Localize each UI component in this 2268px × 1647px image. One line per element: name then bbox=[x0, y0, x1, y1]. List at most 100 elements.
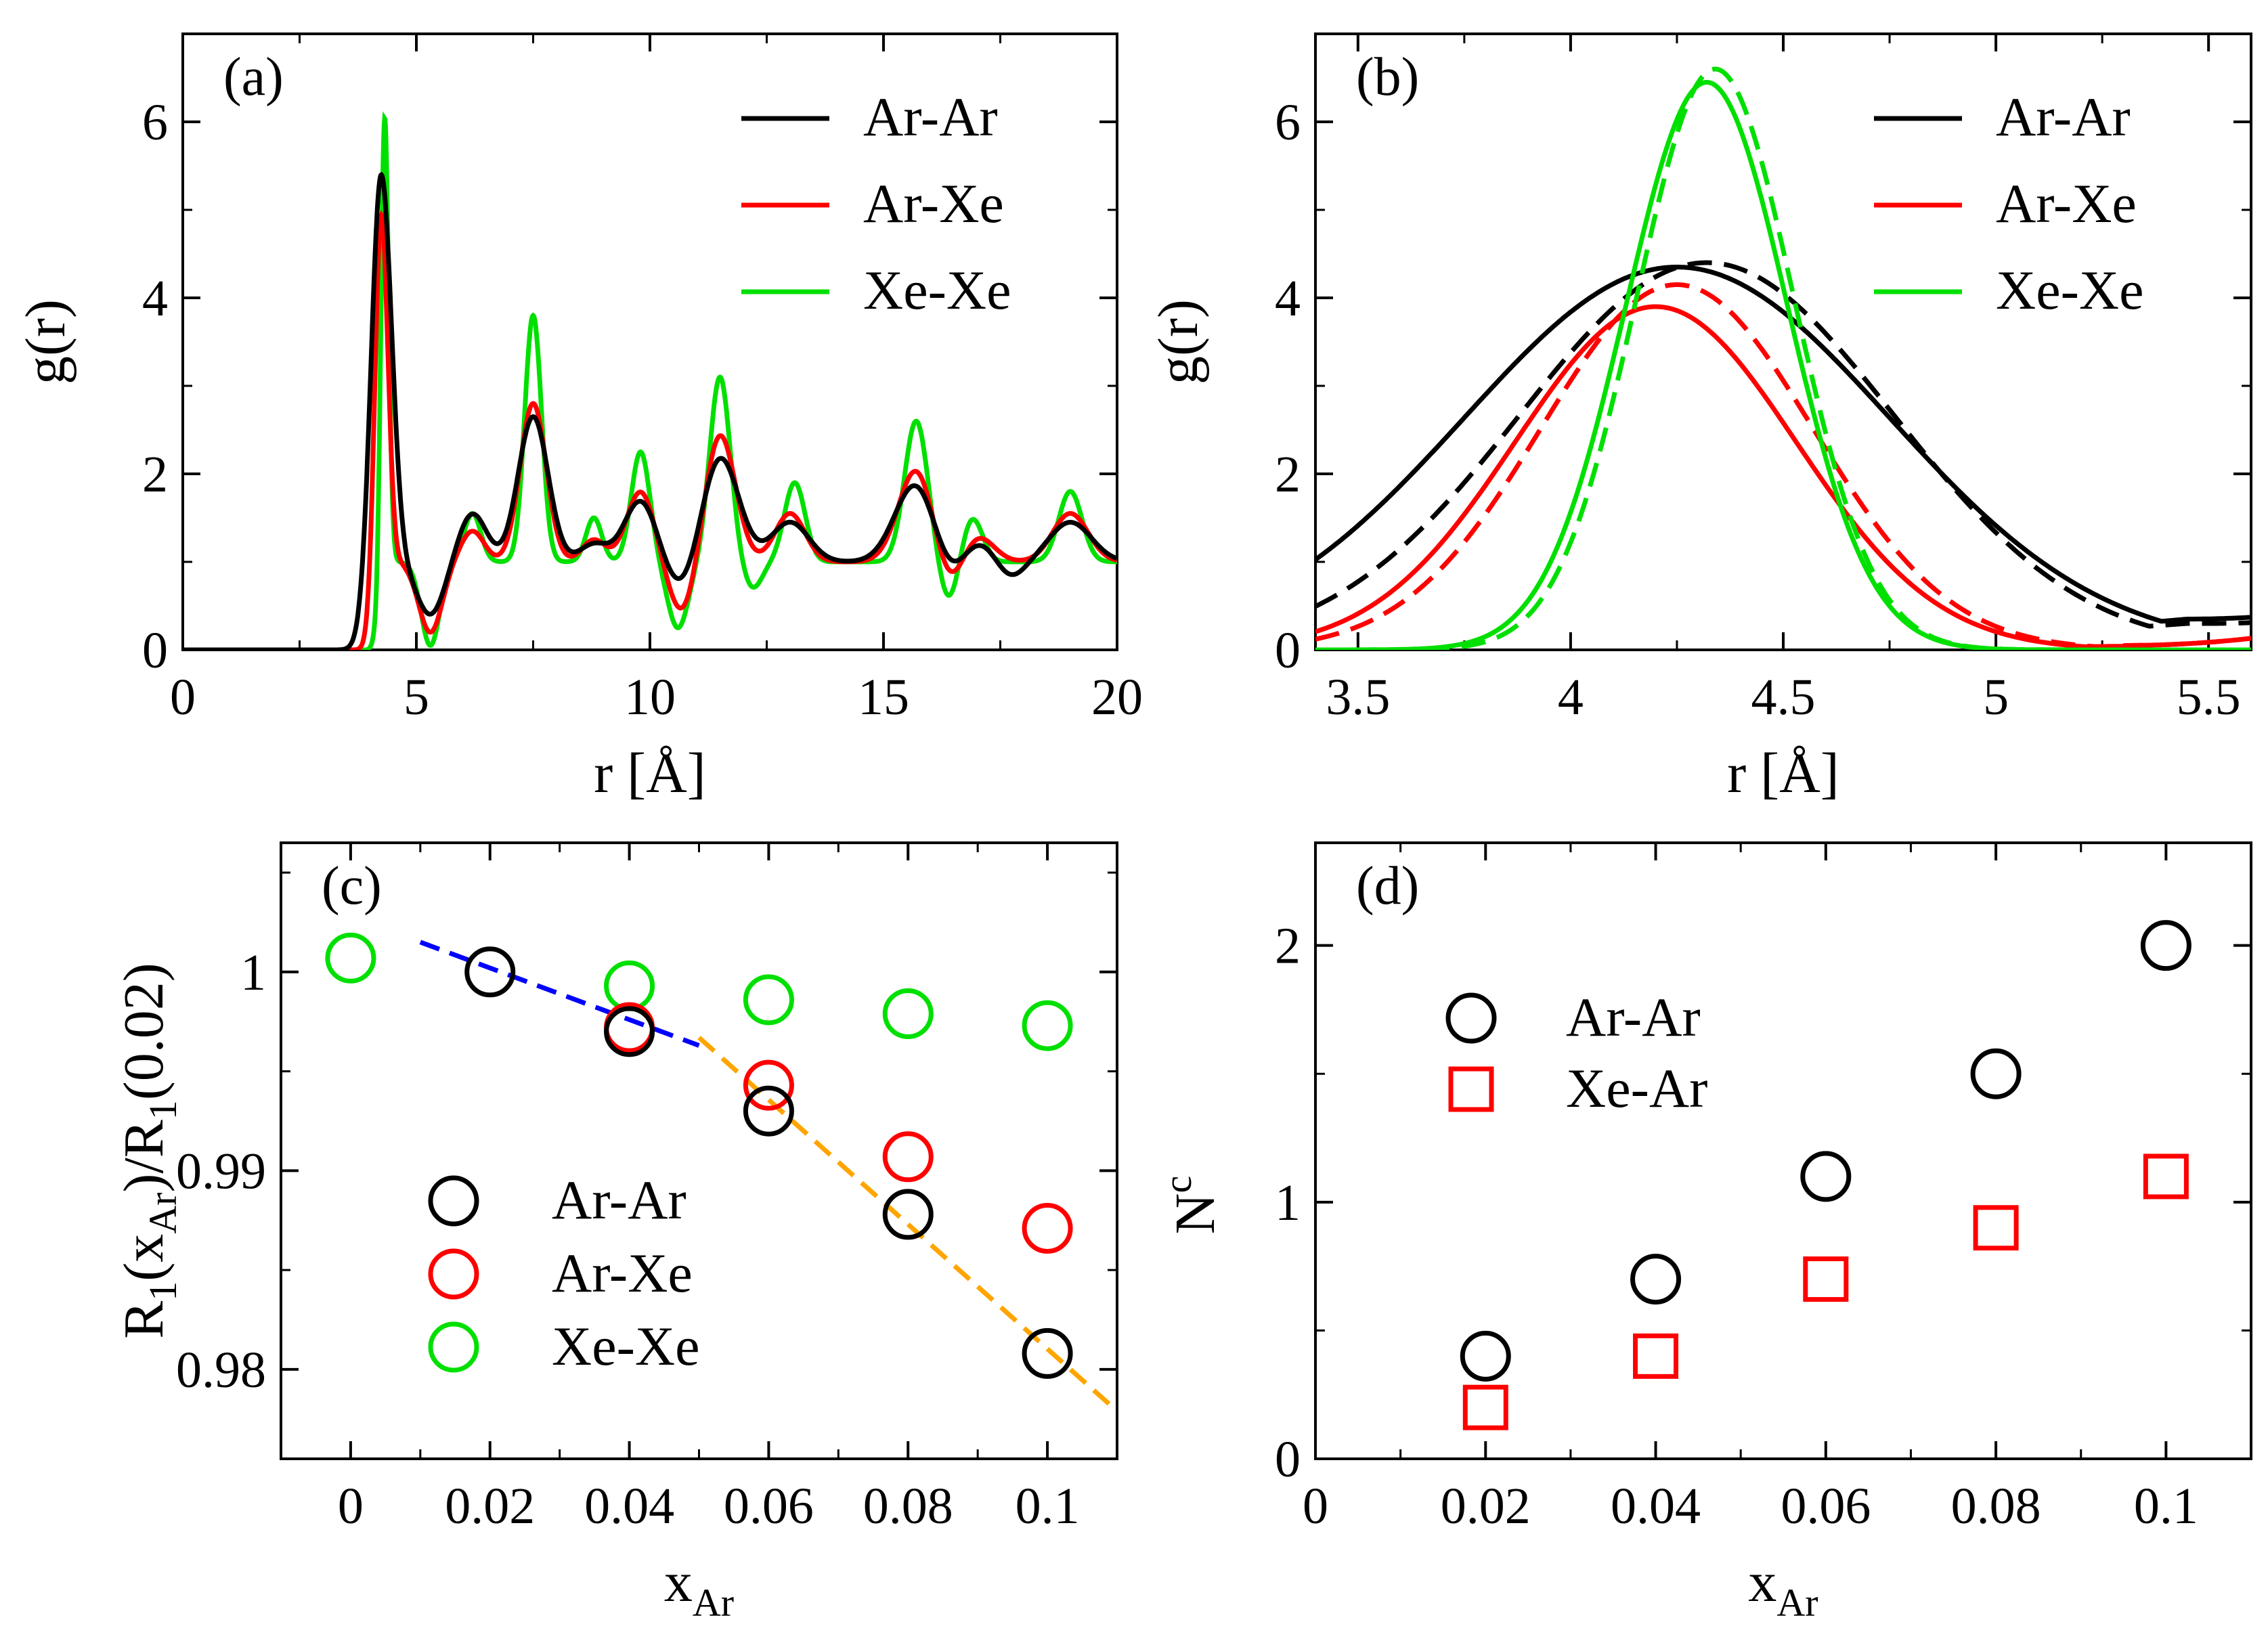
data-point-ar-ar bbox=[604, 1006, 655, 1057]
panel-a: 0 5 10 15 20 0 2 4 6 (a) r [Å] g(r) Ar-Ar Ar-Xe Xe-Xe bbox=[14, 32, 1143, 805]
y-axis-label: Nc bbox=[1156, 1176, 1227, 1234]
x-tick-label: 0.1 bbox=[2134, 1478, 2198, 1535]
panel-label-a: (a) bbox=[223, 47, 284, 107]
x-tick-label: 5.5 bbox=[2177, 669, 2241, 726]
x-tick-label: 3.5 bbox=[1326, 669, 1390, 726]
series-line-ar-xe-dashed bbox=[1315, 282, 2251, 649]
panel-label-d: (d) bbox=[1356, 856, 1419, 916]
x-tick-label: 0.08 bbox=[1951, 1478, 2041, 1535]
data-point-xe-ar bbox=[2143, 1154, 2189, 1200]
series-line-xe-xe-dashed bbox=[1315, 66, 2251, 650]
series-line-ar-ar-dashed bbox=[1315, 260, 2251, 629]
data-point-ar-ar bbox=[882, 1189, 934, 1240]
data-point-ar-ar bbox=[1630, 1254, 1682, 1305]
data-point-xe-ar bbox=[1803, 1256, 1849, 1302]
data-point-ar-ar bbox=[1022, 1327, 1073, 1379]
y-tick-label: 0 bbox=[1275, 622, 1301, 679]
legend-label: Ar-Ar bbox=[552, 1169, 686, 1231]
data-point-xe-ar bbox=[1462, 1384, 1508, 1430]
x-tick-label: 0.06 bbox=[724, 1478, 814, 1535]
fit-line bbox=[697, 1036, 1117, 1413]
data-point-ar-ar bbox=[2140, 920, 2191, 971]
data-point-xe-xe bbox=[1022, 1000, 1073, 1051]
x-tick-label: 0.02 bbox=[1441, 1478, 1531, 1535]
panel-d: 0 0.02 0.04 0.06 0.08 0.1 0 1 2 (d) xAr Nc Ar-Ar Xe-A… bbox=[1156, 841, 2252, 1625]
y-tick-label: 6 bbox=[1275, 94, 1301, 151]
legend-label: Ar-Ar bbox=[863, 86, 998, 148]
x-tick-label: 5 bbox=[1983, 669, 2009, 726]
series-line-ar-xe-solid bbox=[1315, 304, 2251, 649]
y-tick-label: 2 bbox=[1275, 446, 1301, 503]
y-tick-label: 0 bbox=[1275, 1431, 1301, 1488]
y-axis-label: g(r) bbox=[14, 299, 77, 385]
x-axis-label: xAr bbox=[1748, 1551, 1818, 1625]
data-point-xe-xe bbox=[743, 974, 794, 1026]
y-axis-label: g(r) bbox=[1147, 299, 1210, 385]
x-axis-label: r [Å] bbox=[594, 742, 706, 805]
data-point-ar-xe bbox=[604, 1002, 655, 1053]
y-tick-label: 2 bbox=[1275, 918, 1301, 975]
x-tick-label: 0.06 bbox=[1781, 1478, 1871, 1535]
x-tick-label: 15 bbox=[858, 669, 909, 726]
x-tick-label: 4 bbox=[1558, 669, 1584, 726]
legend-label: Ar-Ar bbox=[1996, 86, 2131, 148]
series-line-ar-ar bbox=[183, 171, 1117, 650]
data-point-xe-xe bbox=[882, 988, 934, 1039]
data-point-xe-xe bbox=[325, 932, 376, 984]
y-tick-label: 0 bbox=[142, 622, 168, 679]
x-tick-label: 0 bbox=[1303, 1478, 1328, 1535]
legend-swatch bbox=[428, 1248, 479, 1300]
legend-swatch bbox=[428, 1175, 479, 1227]
y-tick-label: 1 bbox=[1275, 1174, 1301, 1231]
panel-b: 3.5 4 4.5 5 5.5 0 2 4 6 (b) r [Å] g(r) Ar-Ar Ar-Xe Xe-… bbox=[1147, 32, 2252, 805]
legend-label: Xe-Xe bbox=[863, 259, 1011, 321]
data-point-ar-ar bbox=[1970, 1048, 2022, 1099]
fit-line bbox=[419, 940, 700, 1048]
x-tick-label: 5 bbox=[404, 669, 429, 726]
data-point-xe-xe bbox=[604, 960, 655, 1011]
panel-label-c: (c) bbox=[322, 856, 382, 916]
series-line-xe-xe-solid bbox=[1315, 79, 2251, 650]
plot-frame-d bbox=[1314, 841, 2252, 1460]
x-tick-label: 0 bbox=[170, 669, 196, 726]
legend-swatch bbox=[428, 1321, 479, 1373]
data-point-ar-xe bbox=[743, 1059, 794, 1111]
y-tick-label: 0.98 bbox=[176, 1342, 266, 1399]
legend-label: Ar-Xe bbox=[1996, 173, 2137, 234]
x-tick-label: 4.5 bbox=[1751, 669, 1816, 726]
y-tick-label: 1 bbox=[240, 944, 266, 1001]
legend-label: Xe-Xe bbox=[1996, 259, 2144, 321]
legend-label: Ar-Xe bbox=[863, 173, 1004, 234]
y-axis-label: R1(xAr)/R1(0.02) bbox=[112, 963, 185, 1339]
x-axis-label: r [Å] bbox=[1727, 742, 1839, 805]
legend-label: Ar-Xe bbox=[552, 1242, 693, 1304]
y-tick-label: 6 bbox=[142, 94, 168, 151]
y-tick-label: 4 bbox=[142, 270, 168, 327]
x-tick-label: 0.04 bbox=[584, 1478, 674, 1535]
data-point-ar-xe bbox=[1022, 1202, 1073, 1254]
data-point-ar-ar bbox=[1800, 1151, 1852, 1202]
x-tick-label: 0 bbox=[338, 1478, 364, 1535]
data-point-ar-xe bbox=[882, 1131, 934, 1183]
legend-swatch bbox=[1448, 1066, 1494, 1112]
series-line-xe-xe bbox=[183, 111, 1117, 650]
panel-c: 0 0.02 0.04 0.06 0.08 0.1 0.98 0.99 1 (c) xAr R1(xA… bbox=[112, 841, 1118, 1625]
data-point-xe-ar bbox=[1973, 1205, 2019, 1251]
y-tick-label: 0.99 bbox=[176, 1143, 266, 1200]
x-tick-label: 0.04 bbox=[1611, 1478, 1701, 1535]
x-axis-label: xAr bbox=[664, 1551, 734, 1625]
x-tick-label: 0.08 bbox=[863, 1478, 953, 1535]
data-point-xe-ar bbox=[1633, 1333, 1679, 1379]
legend-label: Xe-Ar bbox=[1566, 1057, 1707, 1119]
data-point-ar-ar bbox=[1460, 1330, 1511, 1382]
legend-swatch bbox=[1445, 992, 1497, 1044]
data-point-ar-ar bbox=[464, 946, 516, 998]
y-tick-label: 4 bbox=[1275, 270, 1301, 327]
panel-label-b: (b) bbox=[1356, 47, 1419, 107]
y-tick-label: 2 bbox=[142, 446, 168, 503]
data-point-ar-ar bbox=[743, 1085, 794, 1137]
x-tick-label: 0.02 bbox=[445, 1478, 535, 1535]
x-tick-label: 20 bbox=[1091, 669, 1143, 726]
x-tick-label: 10 bbox=[624, 669, 676, 726]
